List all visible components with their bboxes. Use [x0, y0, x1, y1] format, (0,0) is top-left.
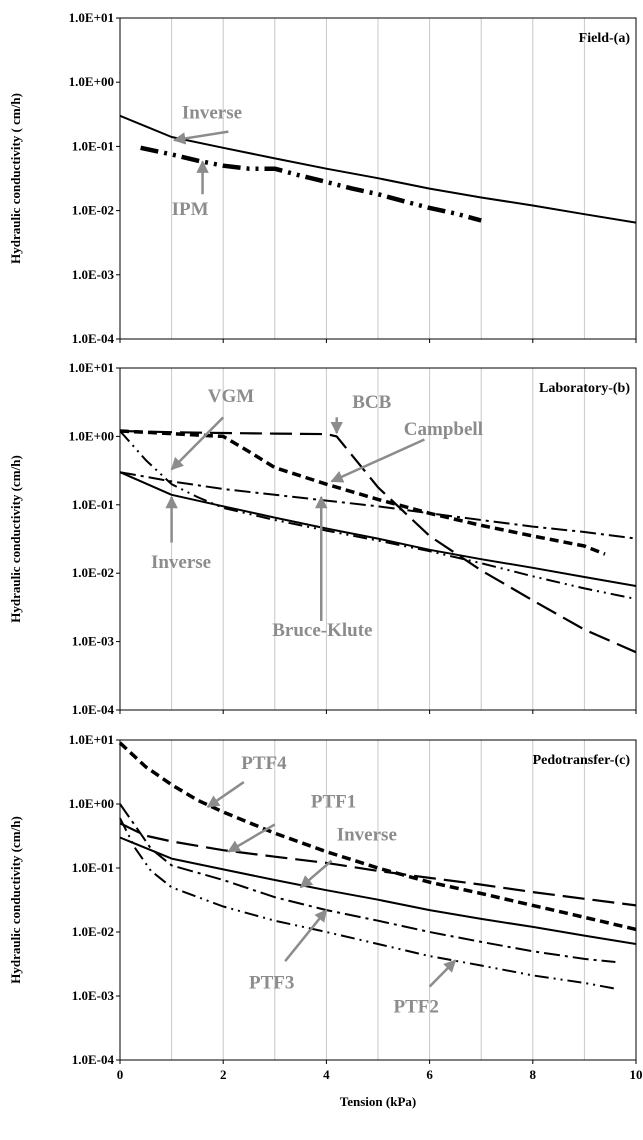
y-tick-label: 1.0E+00 [69, 74, 114, 89]
series-inverse [119, 114, 637, 224]
y-tick-label: 1.0E+01 [69, 360, 114, 375]
annotation-label: Campbell [404, 419, 483, 440]
annotation-arrow [206, 781, 245, 808]
x-axis: 0 2 4 6 8 10 Tension (kPa) [117, 1067, 643, 1109]
y-tick-label: 1.0E+01 [69, 10, 114, 25]
panel-title: Field-(a) [579, 31, 631, 46]
series-inverse [119, 471, 637, 587]
annotation-arrow [227, 823, 276, 853]
annotation-ptf2: PTF2 [393, 959, 457, 1018]
y-tick-label: 1.0E-03 [72, 634, 115, 649]
y-tick-label: 1.0E-01 [72, 860, 114, 875]
annotation-ptf1: PTF1 [227, 792, 356, 853]
y-tick-label: 1.0E-02 [72, 924, 114, 939]
y-tick-label: 1.0E-01 [72, 497, 114, 512]
plot-frame [119, 17, 637, 340]
y-tick-label: 1.0E+00 [69, 428, 114, 443]
annotation-label: PTF4 [241, 753, 287, 774]
y-tick-label: 1.0E-02 [72, 203, 114, 218]
panel-title: Pedotransfer-(c) [533, 753, 631, 768]
series-vgm [119, 430, 637, 600]
annotation-label: VGM [208, 386, 255, 407]
annotation-label: Bruce-Klute [272, 620, 372, 641]
y-tick-label: 1.0E+01 [69, 732, 114, 747]
annotation-label: IPM [172, 199, 209, 220]
y-tick-label: 1.0E-02 [72, 565, 114, 580]
y-tick-label: 1.0E-01 [72, 138, 114, 153]
panel-1: 1.0E+01 1.0E+00 1.0E-01 1.0E-02 1.0E-03 1.0E-… [8, 10, 637, 346]
y-tick-label: 1.0E-03 [72, 267, 115, 282]
y-tick-label: 1.0E-04 [72, 702, 115, 717]
y-axis-title: Hydraulic conductivity (cm/h) [8, 455, 23, 623]
annotation-arrow [330, 438, 425, 483]
series-inverse [119, 836, 637, 945]
annotation-ptf4: PTF4 [206, 753, 287, 808]
x-tick-label: 2 [220, 1067, 227, 1082]
series-ptf4 [118, 741, 637, 932]
annotation-label: PTF3 [249, 973, 294, 994]
y-tick-label: 1.0E-04 [72, 1052, 115, 1067]
annotation-label: Inverse [337, 824, 397, 845]
annotation-arrow [299, 859, 333, 889]
series-campbell [119, 429, 606, 556]
annotation-bcb: BCB [330, 392, 392, 435]
series-bruce-klute [119, 471, 637, 540]
x-tick-label: 10 [630, 1067, 643, 1082]
annotation-inverse: Inverse [299, 824, 397, 889]
annotation-campbell: Campbell [330, 419, 483, 483]
y-tick-label: 1.0E+00 [69, 796, 114, 811]
chart-panels: 1.0E+01 1.0E+00 1.0E-01 1.0E-02 1.0E-03 1.0E-… [8, 10, 637, 1067]
x-tick-label: 4 [323, 1067, 330, 1082]
annotation-ipm: IPM [172, 160, 209, 220]
annotation-vgm: VGM [170, 386, 255, 471]
panel-2: 1.0E+01 1.0E+00 1.0E-01 1.0E-02 1.0E-03 1.0E-… [8, 360, 637, 717]
annotation-inverse: Inverse [151, 495, 211, 573]
plot-frame [119, 367, 637, 711]
annotation-arrow [284, 909, 328, 962]
annotation-arrow [170, 416, 225, 471]
x-axis-title: Tension (kPa) [340, 1094, 416, 1109]
annotation-label: PTF2 [393, 997, 438, 1018]
annotation-arrow [172, 130, 229, 145]
annotation-arrow [428, 959, 457, 988]
panel-3: 1.0E+01 1.0E+00 1.0E-01 1.0E-02 1.0E-03 1.0E-… [8, 732, 637, 1067]
plot-frame [119, 739, 637, 1061]
series-ptf1 [119, 822, 637, 907]
annotation-ptf3: PTF3 [249, 909, 328, 994]
x-tick-label: 0 [117, 1067, 124, 1082]
series-bcb [119, 429, 637, 654]
annotation-label: Inverse [182, 103, 242, 124]
y-tick-label: 1.0E-04 [72, 331, 115, 346]
annotation-label: PTF1 [311, 792, 356, 813]
annotation-inverse: Inverse [172, 103, 242, 145]
x-tick-label: 6 [426, 1067, 433, 1082]
y-tick-label: 1.0E-03 [72, 988, 115, 1003]
annotation-bruce-klute: Bruce-Klute [272, 495, 372, 641]
panel-title: Laboratory-(b) [539, 381, 630, 396]
annotation-label: BCB [352, 392, 391, 413]
series-ipm [140, 145, 482, 223]
x-tick-label: 8 [530, 1067, 537, 1082]
annotation-label: Inverse [151, 552, 211, 573]
y-axis-title: Hydraulic conductivity ( cm/h) [8, 93, 23, 264]
y-axis-title: Hydraulic conductivity (cm/h) [8, 816, 23, 984]
